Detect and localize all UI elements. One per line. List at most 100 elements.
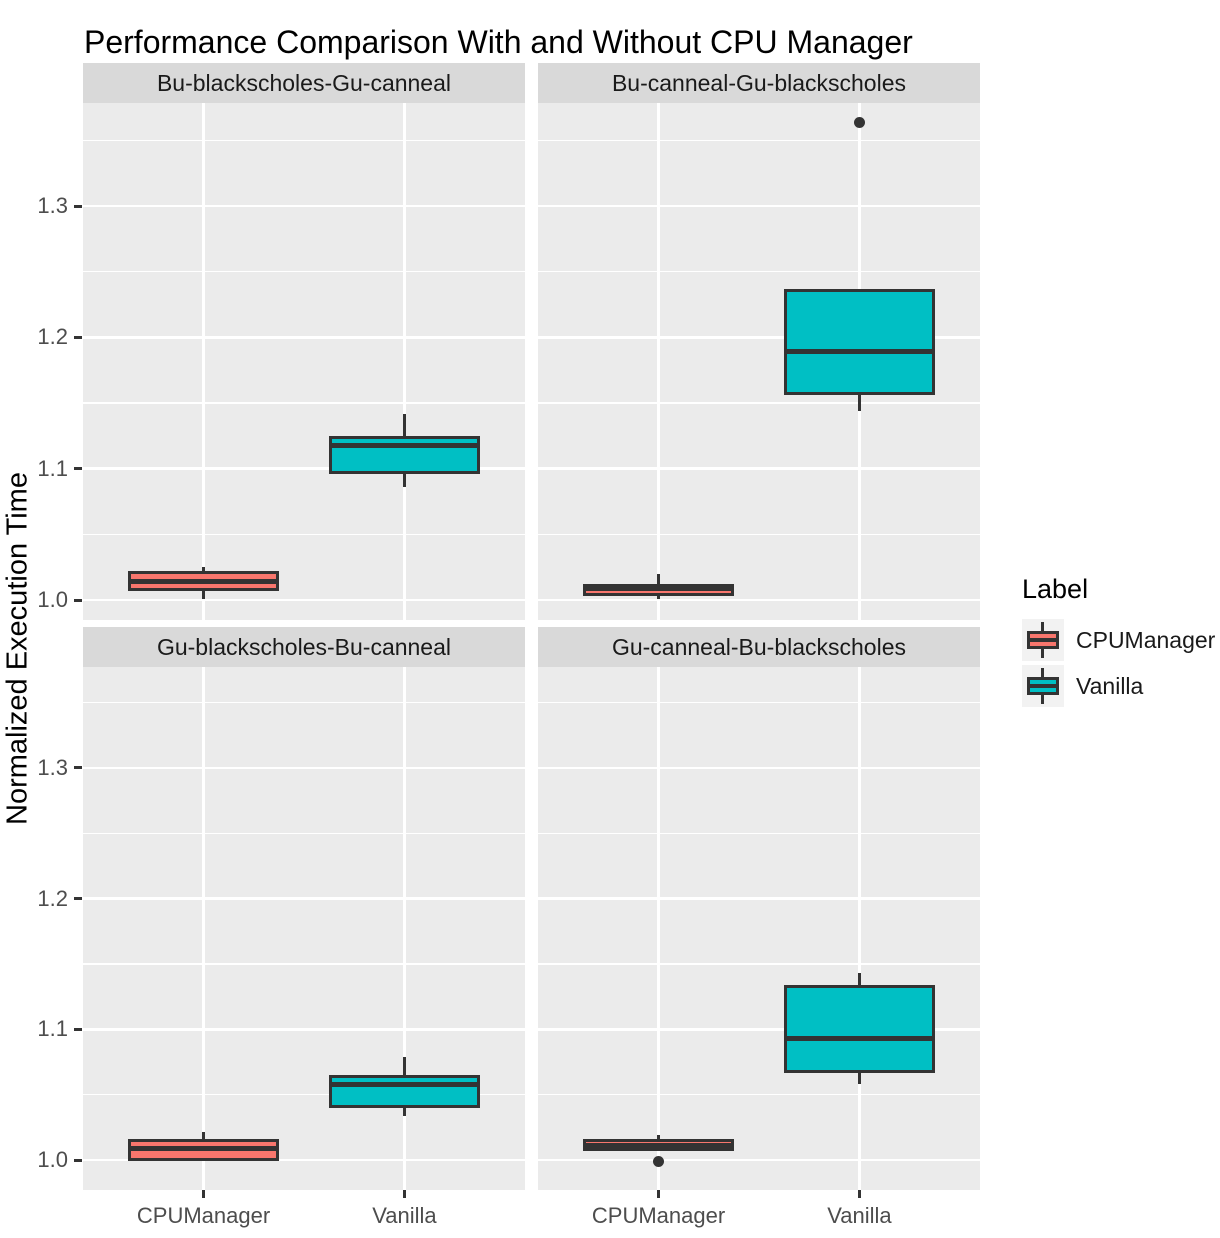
legend-title: Label <box>1022 574 1089 604</box>
gridline-major <box>83 1158 525 1162</box>
legend-key <box>1022 665 1064 707</box>
y-tick-mark <box>74 1158 82 1162</box>
lower-whisker <box>202 587 206 599</box>
x-tick-mark <box>402 1190 406 1198</box>
lower-whisker <box>857 391 861 411</box>
median-line <box>786 1035 932 1041</box>
gridline-major <box>538 1158 980 1162</box>
gridline-minor <box>538 963 980 965</box>
facet-strip: Gu-canneal-Bu-blackscholes <box>538 627 980 667</box>
upper-whisker <box>402 413 406 439</box>
legend-label: CPUManager <box>1076 626 1216 653</box>
facet-strip: Bu-blackscholes-Gu-canneal <box>83 63 525 103</box>
boxplot-box <box>328 1074 480 1108</box>
y-tick-mark <box>74 598 82 602</box>
median-line <box>586 585 732 591</box>
median-line <box>786 349 932 355</box>
legend-glyph-median <box>1027 638 1059 642</box>
gridline-minor <box>538 533 980 536</box>
gridline-vertical <box>657 667 660 1190</box>
y-tick-mark <box>74 335 82 339</box>
gridline-major <box>83 1028 525 1031</box>
gridline-minor <box>83 832 525 834</box>
upper-whisker <box>857 973 861 988</box>
x-tick-label: Vanilla <box>372 1203 437 1228</box>
gridline-minor <box>538 402 980 404</box>
y-tick-label: 1.1 <box>37 455 68 481</box>
gridline-major <box>538 766 980 770</box>
gridline-minor <box>83 139 525 142</box>
x-tick-label: CPUManager <box>136 1203 271 1228</box>
gridline-major <box>538 598 980 602</box>
upper-whisker <box>657 574 661 587</box>
facet-panel <box>83 667 525 1190</box>
gridline-major <box>538 1028 980 1031</box>
legend-label: Vanilla <box>1076 672 1144 699</box>
facet-panel <box>538 103 980 620</box>
gridline-minor <box>538 701 980 704</box>
upper-whisker <box>402 1057 406 1078</box>
facet-panel <box>83 103 525 620</box>
x-tick-mark <box>657 1190 661 1198</box>
gridline-minor <box>83 701 525 704</box>
gridline-vertical <box>657 103 660 620</box>
y-tick-label: 1.3 <box>37 754 68 780</box>
gridline-vertical <box>202 667 205 1190</box>
gridline-minor <box>538 271 980 273</box>
gridline-minor <box>538 139 980 142</box>
gridline-minor <box>83 533 525 536</box>
x-tick-mark <box>202 1190 206 1198</box>
legend-glyph-lower-whisker <box>1041 649 1044 658</box>
y-tick-mark <box>74 204 82 208</box>
outlier-point <box>653 1155 665 1167</box>
boxplot-box <box>783 984 935 1073</box>
gridline-major <box>538 336 980 339</box>
legend-key <box>1022 619 1064 661</box>
x-tick-label: CPUManager <box>591 1203 726 1228</box>
gridline-minor <box>83 963 525 965</box>
chart-title: Performance Comparison With and Without … <box>84 24 913 60</box>
y-tick-mark <box>74 467 82 471</box>
y-tick-mark <box>74 897 82 901</box>
y-tick-label: 1.1 <box>37 1016 68 1042</box>
y-tick-label: 1.2 <box>37 885 68 911</box>
facet-panel <box>538 667 980 1190</box>
gridline-major <box>83 336 525 339</box>
gridline-minor <box>83 1093 525 1096</box>
boxplot-box <box>783 288 935 396</box>
gridline-major <box>538 204 980 208</box>
gridline-major <box>83 897 525 900</box>
y-tick-mark <box>74 1027 82 1031</box>
gridline-major <box>83 598 525 602</box>
x-tick-label: Vanilla <box>827 1203 892 1228</box>
median-line <box>331 442 477 448</box>
gridline-minor <box>83 271 525 273</box>
upper-whisker <box>657 1135 661 1142</box>
median-line <box>131 1145 277 1151</box>
facet-strip: Bu-canneal-Gu-blackscholes <box>538 63 980 103</box>
legend-glyph-median <box>1027 684 1059 688</box>
legend-glyph-upper-whisker <box>1041 668 1044 677</box>
lower-whisker <box>402 470 406 488</box>
outlier-point <box>853 116 865 128</box>
gridline-vertical <box>403 103 406 620</box>
legend-entry: CPUManager <box>1022 619 1215 661</box>
legend-entry: Vanilla <box>1022 665 1215 707</box>
gridline-vertical <box>403 667 406 1190</box>
gridline-vertical <box>202 103 205 620</box>
gridline-minor <box>83 402 525 404</box>
gridline-major <box>83 766 525 770</box>
y-tick-label: 1.0 <box>37 1147 68 1172</box>
upper-whisker <box>202 1131 206 1142</box>
gridline-major <box>538 897 980 900</box>
gridline-major <box>83 467 525 470</box>
y-tick-mark <box>74 766 82 770</box>
facet-strip: Gu-blackscholes-Bu-canneal <box>83 627 525 667</box>
median-line <box>131 579 277 585</box>
legend-glyph-lower-whisker <box>1041 695 1044 704</box>
gridline-minor <box>538 832 980 834</box>
y-tick-label: 1.3 <box>37 193 68 219</box>
gridline-vertical <box>858 667 861 1190</box>
legend-glyph-upper-whisker <box>1041 622 1044 631</box>
